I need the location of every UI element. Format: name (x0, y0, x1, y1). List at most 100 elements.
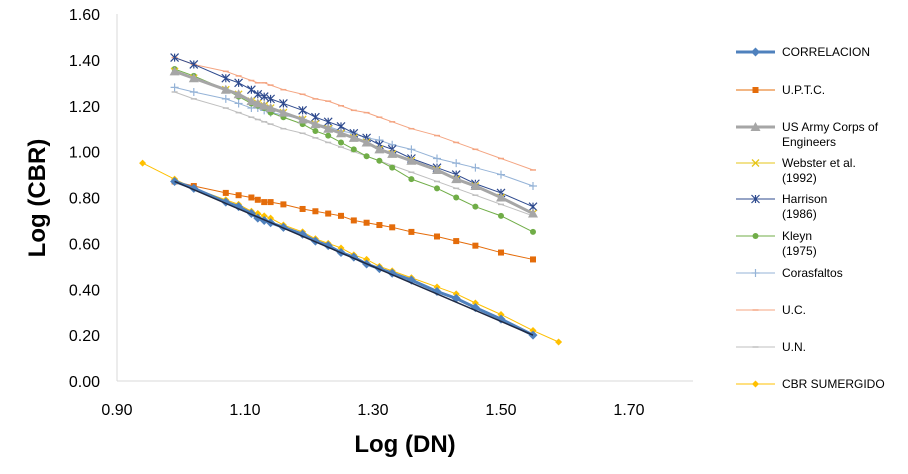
data-point (338, 212, 344, 219)
legend-label: (1975) (782, 244, 817, 258)
data-point (233, 89, 244, 99)
series-u-c (171, 56, 536, 171)
data-point (452, 290, 460, 298)
legend-label: Kleyn (782, 229, 812, 243)
data-point (530, 228, 536, 235)
data-point (220, 84, 231, 94)
data-point (253, 89, 263, 99)
data-point (752, 380, 759, 388)
data-point (374, 144, 385, 154)
legend-item: Harrison(1986) (736, 192, 827, 221)
series-u-n (171, 91, 536, 217)
data-point (297, 114, 308, 124)
data-point (235, 192, 242, 199)
series-u-p-t-c (171, 178, 536, 263)
legend-label: US Army Corps of (782, 120, 879, 134)
legend-label: U.N. (782, 340, 806, 354)
data-point (453, 194, 460, 201)
data-point (498, 249, 504, 256)
data-point (338, 139, 344, 146)
data-point (471, 163, 480, 172)
data-point (472, 242, 479, 249)
x-tick-label: 1.30 (357, 402, 388, 419)
data-point (750, 122, 761, 131)
x-axis-ticks: 0.90 1.10 1.30 1.50 1.70 (101, 402, 644, 419)
data-point (259, 92, 269, 101)
legend-label: Webster et al. (782, 156, 856, 170)
legend-label: U.C. (782, 303, 806, 317)
data-point (169, 66, 180, 76)
data-point (528, 208, 538, 218)
y-tick-label: 0.00 (69, 374, 100, 391)
data-point (299, 205, 306, 212)
data-point (323, 123, 334, 133)
data-point (555, 338, 563, 346)
data-point (348, 132, 359, 142)
data-point (376, 157, 383, 164)
data-point (752, 87, 759, 93)
legend-label: Engineers (782, 135, 836, 149)
data-point (432, 164, 442, 174)
data-point (312, 127, 319, 134)
data-point (267, 199, 274, 206)
legend-label: (1992) (782, 171, 817, 185)
data-point (325, 132, 332, 139)
x-axis-title: Log (DN) (354, 431, 455, 458)
data-point (453, 238, 460, 245)
legend-item: U.N. (736, 340, 806, 354)
data-point (497, 170, 505, 179)
x-tick-label: 1.50 (485, 402, 516, 419)
data-point (254, 196, 261, 203)
data-point (433, 283, 441, 291)
y-tick-label: 1.20 (69, 99, 100, 116)
y-tick-label: 1.60 (69, 7, 100, 24)
x-tick-label: 1.70 (613, 402, 644, 419)
x-tick-label: 1.10 (229, 402, 260, 419)
data-point (434, 185, 440, 192)
y-tick-label: 1.40 (69, 53, 100, 70)
series-us-army-corps-of-engineers (169, 66, 538, 218)
y-tick-label: 1.00 (69, 145, 100, 162)
data-point (350, 217, 357, 224)
data-point (189, 60, 199, 69)
data-point (266, 94, 276, 104)
data-point (350, 146, 357, 153)
legend-item: Kleyn(1975) (736, 229, 817, 258)
data-point (751, 47, 760, 57)
data-point (170, 83, 179, 92)
data-point (529, 327, 537, 335)
data-point (496, 192, 506, 202)
series-line (174, 57, 534, 171)
data-point (451, 174, 462, 184)
data-point (278, 107, 289, 117)
data-point (751, 194, 760, 204)
data-point (280, 201, 287, 208)
data-point (234, 99, 243, 108)
data-point (497, 310, 505, 318)
trend-line (174, 180, 534, 336)
data-point (310, 119, 321, 129)
data-point (298, 105, 308, 115)
legend-label: Corasfaltos (782, 266, 843, 280)
data-point (389, 164, 396, 171)
data-point (433, 154, 441, 163)
data-point (751, 269, 760, 277)
legend-item: CBR SUMERGIDO (736, 377, 885, 391)
data-point (189, 87, 198, 96)
data-point (407, 145, 416, 154)
data-point (139, 159, 147, 167)
data-point (376, 222, 383, 229)
data-point (752, 233, 759, 239)
data-point (408, 228, 415, 235)
data-point (234, 202, 244, 212)
legend-label: U.P.T.C. (782, 83, 825, 97)
data-point (470, 181, 481, 191)
legend-label: Harrison (782, 192, 827, 206)
data-point (188, 73, 199, 83)
data-point (298, 229, 308, 239)
data-point (254, 210, 262, 218)
data-point (267, 214, 275, 222)
data-point (221, 94, 230, 103)
legend-item: U.C. (736, 303, 806, 317)
